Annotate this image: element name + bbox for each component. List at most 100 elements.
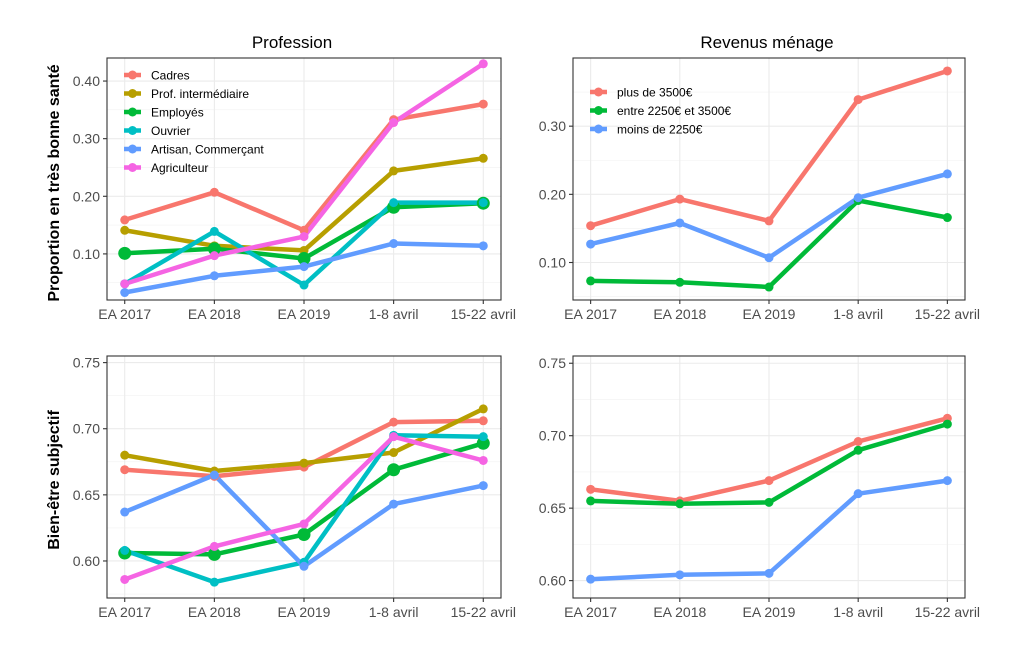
data-point-cadres bbox=[389, 417, 399, 427]
data-point-entre-2250-et-3500 bbox=[942, 213, 952, 223]
data-point-plus-de-3500 bbox=[764, 476, 774, 486]
legend-key-point bbox=[128, 107, 137, 117]
data-point-entre-2250-et-3500 bbox=[675, 277, 685, 287]
y-tick-label: 0.70 bbox=[73, 421, 100, 437]
data-point-employes bbox=[387, 463, 401, 477]
data-point-moins-de-2250 bbox=[764, 253, 774, 263]
x-tick-label: EA 2018 bbox=[188, 306, 241, 322]
y-tick-label: 0.70 bbox=[539, 428, 566, 444]
data-point-prof-intermediaire bbox=[389, 448, 399, 458]
column-title-revenus: Revenus ménage bbox=[700, 33, 833, 52]
panel-2: 0.10 0.20 0.30 EA 2017 EA 2018 EA 2019 1-8 avr… bbox=[539, 57, 980, 322]
x-tick-label: 1-8 avril bbox=[833, 604, 883, 620]
data-point-prof-intermediaire bbox=[120, 225, 130, 235]
x-tick-label: EA 2019 bbox=[278, 306, 331, 322]
data-point-entre-2250-et-3500 bbox=[675, 499, 685, 509]
panel-1: 0.10 0.20 0.30 0.40 EA 2017 EA 2018 EA 2019 1-8… bbox=[73, 57, 516, 322]
legend-key-point bbox=[128, 126, 137, 135]
y-tick-label: 0.75 bbox=[73, 355, 100, 371]
x-tick-label: EA 2017 bbox=[98, 604, 151, 620]
data-point-artisan-commercant bbox=[299, 561, 309, 571]
data-point-artisan-commercant bbox=[389, 499, 399, 509]
y-tick-label: 0.20 bbox=[539, 186, 566, 202]
data-point-moins-de-2250 bbox=[942, 169, 952, 179]
data-point-artisan-commercant bbox=[389, 239, 399, 249]
data-point-prof-intermediaire bbox=[478, 404, 488, 414]
legend-label: Artisan, Commerçant bbox=[151, 143, 264, 157]
y-tick-label: 0.60 bbox=[73, 553, 100, 569]
x-tick-label: 1-8 avril bbox=[369, 306, 419, 322]
data-point-artisan-commercant bbox=[120, 507, 130, 517]
x-tick-label: 15-22 avril bbox=[915, 604, 980, 620]
legend-key-point bbox=[128, 89, 137, 98]
y-tick-label: 0.65 bbox=[539, 500, 566, 516]
x-tick-label: 15-22 avril bbox=[451, 604, 516, 620]
data-point-moins-de-2250 bbox=[942, 476, 952, 486]
legend-key-point bbox=[594, 106, 603, 115]
data-point-employes bbox=[207, 242, 221, 256]
panels: 0.10 0.20 0.30 0.40 EA 2017 EA 2018 EA 2019 1-8… bbox=[73, 57, 980, 620]
data-point-prof-intermediaire bbox=[389, 166, 399, 176]
data-point-agriculteur bbox=[120, 279, 130, 289]
data-point-ouvrier bbox=[478, 432, 488, 442]
data-point-cadres bbox=[478, 416, 488, 426]
data-point-cadres bbox=[299, 225, 309, 235]
data-point-agriculteur bbox=[299, 232, 309, 242]
data-point-artisan-commercant bbox=[120, 288, 130, 298]
data-point-plus-de-3500 bbox=[942, 66, 952, 76]
data-point-ouvrier bbox=[209, 577, 219, 587]
data-point-moins-de-2250 bbox=[586, 239, 596, 249]
legend-label: moins de 2250€ bbox=[617, 123, 703, 137]
column-title-profession: Profession bbox=[252, 33, 332, 52]
data-point-employes bbox=[297, 528, 311, 542]
panel-4: 0.60 0.65 0.70 0.75 EA 2017 EA 2018 EA 2019 1-8… bbox=[539, 355, 980, 620]
legend-key-point bbox=[594, 87, 603, 97]
y-tick-label: 0.30 bbox=[73, 131, 100, 147]
data-point-moins-de-2250 bbox=[675, 570, 685, 580]
data-point-ouvrier bbox=[120, 545, 130, 555]
data-point-employes bbox=[297, 252, 311, 266]
data-point-entre-2250-et-3500 bbox=[586, 496, 596, 506]
data-point-employes bbox=[476, 436, 490, 450]
data-point-prof-intermediaire bbox=[478, 153, 488, 163]
data-point-moins-de-2250 bbox=[675, 218, 685, 228]
data-point-agriculteur bbox=[389, 432, 399, 442]
data-point-artisan-commercant bbox=[299, 262, 309, 272]
data-point-moins-de-2250 bbox=[764, 568, 774, 578]
legend: Cadres Prof. intermédiaire Employés Ouvrier… bbox=[124, 69, 264, 175]
data-point-ouvrier bbox=[478, 198, 488, 208]
data-point-ouvrier bbox=[209, 226, 219, 236]
x-tick-label: EA 2017 bbox=[98, 306, 151, 322]
data-point-ouvrier bbox=[299, 280, 309, 290]
data-point-agriculteur bbox=[209, 541, 219, 551]
x-tick-label: EA 2018 bbox=[653, 306, 706, 322]
y-tick-label: 0.60 bbox=[539, 573, 566, 589]
y-tick-label: 0.20 bbox=[73, 188, 100, 204]
data-point-plus-de-3500 bbox=[853, 436, 863, 446]
y-tick-label: 0.40 bbox=[73, 73, 100, 89]
x-tick-label: EA 2019 bbox=[743, 604, 796, 620]
row-label-bienetre: Bien-être subjectif bbox=[46, 410, 63, 550]
x-tick-label: 1-8 avril bbox=[833, 306, 883, 322]
data-point-agriculteur bbox=[120, 574, 130, 584]
legend-key-point bbox=[128, 70, 137, 80]
data-point-agriculteur bbox=[299, 519, 309, 529]
legend-label: entre 2250€ et 3500€ bbox=[617, 104, 731, 118]
x-tick-label: 15-22 avril bbox=[915, 306, 980, 322]
data-point-agriculteur bbox=[478, 59, 488, 69]
x-tick-label: EA 2018 bbox=[188, 604, 241, 620]
data-point-agriculteur bbox=[389, 118, 399, 128]
x-tick-label: EA 2019 bbox=[278, 604, 331, 620]
data-point-artisan-commercant bbox=[209, 271, 219, 281]
data-point-artisan-commercant bbox=[209, 470, 219, 480]
data-point-ouvrier bbox=[389, 198, 399, 208]
row-label-sante: Proportion en très bonne santé bbox=[46, 64, 63, 301]
data-point-employes bbox=[118, 246, 132, 260]
data-point-plus-de-3500 bbox=[675, 194, 685, 204]
data-point-entre-2250-et-3500 bbox=[853, 445, 863, 455]
y-tick-label: 0.75 bbox=[539, 355, 566, 371]
data-point-employes bbox=[207, 547, 221, 561]
y-tick-label: 0.10 bbox=[73, 246, 100, 262]
data-point-agriculteur bbox=[478, 455, 488, 465]
data-point-agriculteur bbox=[209, 251, 219, 261]
